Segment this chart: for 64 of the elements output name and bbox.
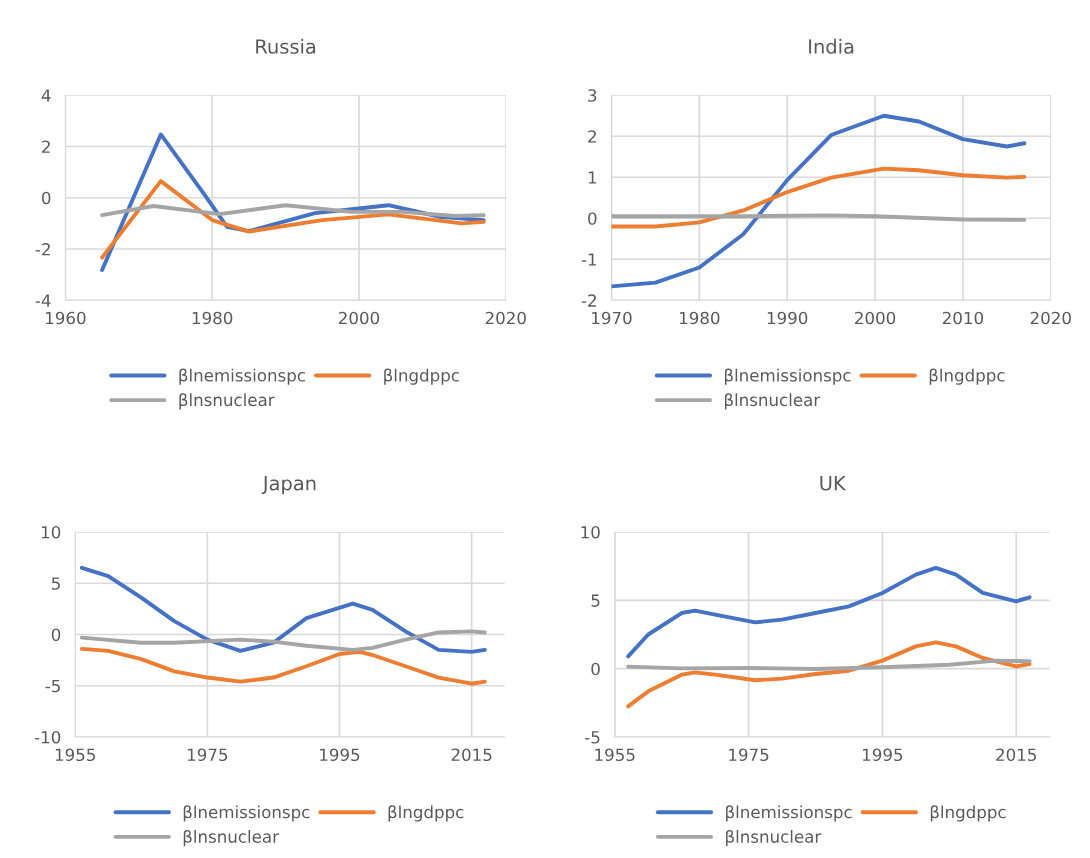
chart-title: UK bbox=[820, 476, 847, 491]
y-tick-label: 0 bbox=[588, 212, 597, 225]
y-tick-label: 5 bbox=[591, 594, 600, 607]
x-tick-label: 2020 bbox=[485, 311, 526, 325]
legend-label: βlnsnuclear bbox=[724, 393, 821, 410]
legend-label: βlnsnuclear bbox=[183, 829, 279, 847]
x-tick-label: 2015 bbox=[451, 748, 492, 762]
y-tick-label: 2 bbox=[42, 140, 50, 153]
line-series bbox=[79, 646, 487, 686]
line-series bbox=[626, 640, 1032, 709]
y-tick-label: 0 bbox=[51, 628, 61, 642]
y-tick-label: -5 bbox=[45, 679, 60, 693]
y-tick-label: 4 bbox=[41, 89, 51, 102]
x-tick-label: 2015 bbox=[996, 748, 1036, 762]
x-tick-label: 1955 bbox=[55, 748, 95, 762]
y-tick-label: -10 bbox=[34, 730, 61, 744]
x-tick-label: 1980 bbox=[679, 311, 720, 325]
legend-label: βlnemissionspc bbox=[179, 368, 305, 385]
x-tick-label: 2010 bbox=[942, 311, 984, 325]
x-tick-label: 1980 bbox=[192, 311, 233, 325]
legend-label: βlngdppc bbox=[929, 368, 1005, 385]
legend-label: βlnemissionspc bbox=[726, 805, 852, 822]
x-tick-label: 1990 bbox=[767, 311, 808, 325]
y-tick-label: 5 bbox=[52, 577, 60, 590]
x-tick-label: 1995 bbox=[320, 748, 360, 762]
y-tick-label: -2 bbox=[35, 243, 50, 256]
chart-title: Russia bbox=[256, 38, 316, 54]
line-series bbox=[100, 179, 486, 260]
x-tick-label: 1975 bbox=[729, 748, 769, 762]
legend-label: βlnsnuclear bbox=[179, 393, 275, 410]
legend-label: βlngdppc bbox=[930, 805, 1006, 822]
x-tick-label: 2000 bbox=[338, 311, 380, 325]
x-tick-label: 1955 bbox=[595, 748, 635, 762]
x-tick-label: 1975 bbox=[187, 748, 228, 762]
x-tick-label: 2020 bbox=[1030, 311, 1071, 325]
line-series bbox=[626, 565, 1032, 659]
y-tick-label: -1 bbox=[581, 253, 597, 266]
y-tick-label: -5 bbox=[585, 731, 600, 744]
line-series bbox=[611, 166, 1027, 229]
chart-title: India bbox=[809, 38, 854, 54]
y-tick-label: 2 bbox=[588, 130, 596, 143]
y-tick-label: 1 bbox=[588, 171, 597, 184]
y-tick-label: -4 bbox=[35, 294, 51, 307]
y-tick-label: 3 bbox=[588, 89, 597, 102]
y-tick-label: 10 bbox=[41, 525, 61, 539]
line-series bbox=[100, 203, 486, 218]
chart-title: Japan bbox=[261, 476, 316, 495]
line-series bbox=[611, 113, 1027, 289]
x-tick-label: 2000 bbox=[855, 311, 896, 325]
y-tick-label: 10 bbox=[581, 525, 600, 539]
y-tick-label: 0 bbox=[591, 662, 600, 676]
line-series bbox=[626, 658, 1032, 671]
legend-label: βlnsnuclear bbox=[726, 829, 822, 847]
legend-label: βlnemissionspc bbox=[724, 368, 851, 385]
y-tick-label: 0 bbox=[42, 191, 51, 205]
x-tick-label: 1970 bbox=[592, 311, 632, 325]
legend-label: βlngdppc bbox=[384, 368, 459, 385]
x-tick-label: 1960 bbox=[46, 311, 86, 325]
x-tick-label: 1995 bbox=[863, 748, 903, 762]
legend-label: βlngdppc bbox=[388, 805, 464, 822]
line-series bbox=[79, 629, 487, 652]
legend-label: βlnemissionspc bbox=[183, 805, 310, 822]
y-tick-label: -2 bbox=[581, 294, 596, 307]
line-series bbox=[79, 565, 487, 654]
